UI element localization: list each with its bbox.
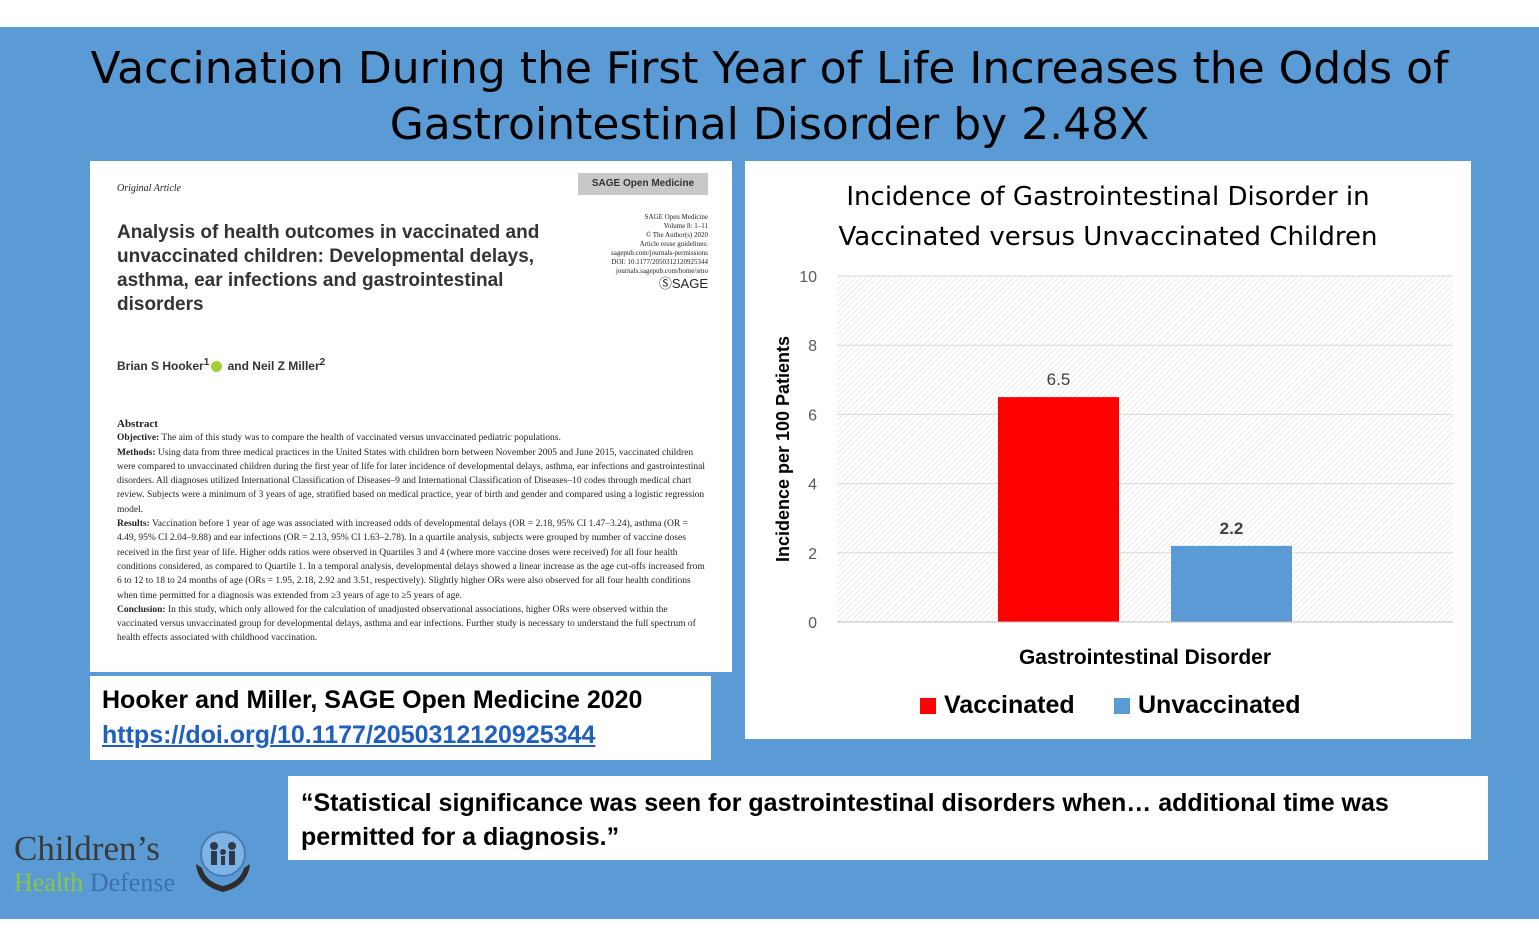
logo-line-1: Children’s: [14, 829, 160, 868]
quote-text: “Statistical significance was seen for g…: [301, 789, 1389, 851]
abstract-conclusion: Conclusion: In this study, which only al…: [117, 604, 696, 644]
meta-line: journals.sagepub.com/home/smo: [615, 267, 708, 275]
citation-text: Hooker and Miller, SAGE Open Medicine 20…: [102, 686, 643, 714]
y-axis-ticks: 0 2 4 6 8 10: [799, 269, 817, 632]
bars: 6.5 2.2: [837, 370, 1453, 623]
meta-line: © The Author(s) 2020: [645, 231, 708, 239]
y-tick-label: 6: [808, 407, 817, 424]
legend-swatch-unvaccinated: [1114, 698, 1130, 714]
paper-excerpt: Original Article SAGE Open Medicine SAGE…: [90, 161, 732, 672]
legend-label-unvaccinated: Unvaccinated: [1138, 691, 1301, 719]
publisher-logo: ⓈSAGE: [658, 276, 708, 291]
bar-chart: Incidence of Gastrointestinal Disorder i…: [773, 182, 1453, 719]
x-axis-label: Gastrointestinal Disorder: [1019, 646, 1271, 669]
abstract-results: Results: Vaccination before 1 year of ag…: [117, 519, 705, 601]
citation-box: Hooker and Miller, SAGE Open Medicine 20…: [90, 676, 711, 760]
doi-link[interactable]: https://doi.org/10.1177/2050312120925344: [102, 721, 596, 749]
childrens-health-defense-logo: Children’s Health Defense: [14, 824, 254, 899]
meta-line: Volume 8: 1–11: [663, 222, 708, 230]
globe-hands-icon: [196, 831, 250, 892]
paper-meta: SAGE Open Medicine Volume 8: 1–11 © The …: [611, 213, 708, 292]
chart-title-line-2: Vaccinated versus Unvaccinated Children: [839, 222, 1378, 252]
journal-badge: SAGE Open Medicine: [578, 173, 708, 195]
bar-vaccinated: [998, 397, 1119, 622]
article-type: Original Article: [117, 183, 181, 194]
paper-abstract: Abstract Objective: The aim of this stud…: [117, 417, 709, 646]
data-label-vaccinated: 6.5: [1047, 370, 1071, 389]
y-axis-label: Incidence per 100 Patients: [773, 336, 793, 562]
logo-line-2: Health Defense: [14, 868, 175, 897]
sage-icon: Ⓢ: [658, 276, 672, 291]
slide-title-line-2: Gastrointestinal Disorder by 2.48X: [389, 99, 1150, 150]
chart-panel: Incidence of Gastrointestinal Disorder i…: [745, 161, 1471, 739]
slide-background: Vaccination During the First Year of Lif…: [0, 27, 1539, 919]
meta-line: DOI: 10.1177/2050312120925344: [611, 258, 708, 266]
orcid-icon: [211, 361, 223, 373]
legend-swatch-vaccinated: [920, 698, 936, 714]
quote-box: “Statistical significance was seen for g…: [288, 776, 1488, 860]
abstract-methods: Methods: Using data from three medical p…: [117, 447, 705, 515]
y-tick-label: 0: [808, 615, 817, 632]
bar-unvaccinated: [1171, 545, 1292, 622]
plot-area: [837, 276, 1453, 622]
y-tick-label: 8: [808, 338, 817, 355]
meta-line: SAGE Open Medicine: [644, 213, 708, 221]
y-tick-label: 4: [808, 477, 817, 494]
chart-title-line-1: Incidence of Gastrointestinal Disorder i…: [846, 182, 1369, 212]
y-tick-label: 10: [799, 269, 817, 286]
slide-title-line-1: Vaccination During the First Year of Lif…: [90, 43, 1449, 94]
data-label-unvaccinated: 2.2: [1220, 519, 1244, 538]
y-tick-label: 2: [808, 546, 817, 563]
paper-title: Analysis of health outcomes in vaccinate…: [117, 222, 540, 315]
meta-line: Article reuse guidelines:: [639, 240, 708, 248]
meta-line: sagepub.com/journals-permissions: [610, 249, 708, 257]
paper-authors: Brian S Hooker1 and Neil Z Miller2: [117, 357, 326, 373]
legend-label-vaccinated: Vaccinated: [944, 691, 1075, 719]
abstract-heading: Abstract: [117, 418, 158, 430]
slide-title: Vaccination During the First Year of Lif…: [0, 41, 1539, 153]
abstract-objective: Objective: The aim of this study was to …: [117, 433, 561, 444]
legend: Vaccinated Unvaccinated: [920, 691, 1301, 719]
